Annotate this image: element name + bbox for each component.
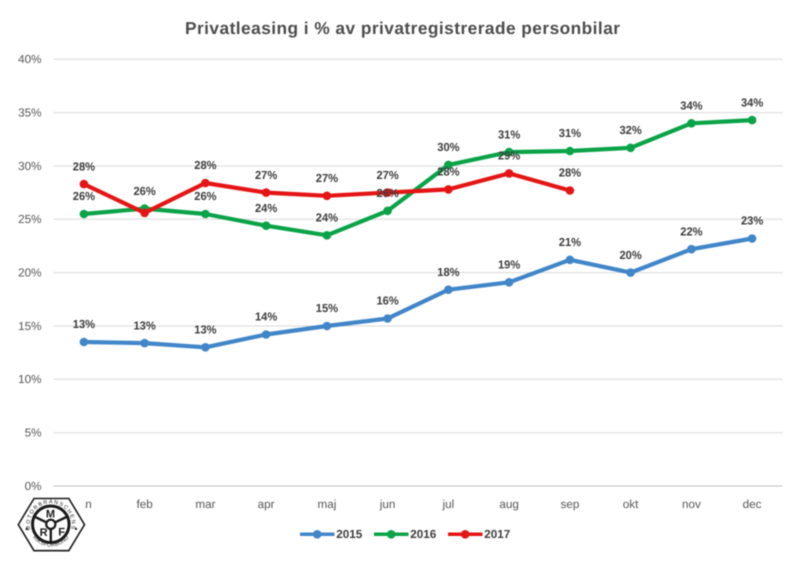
svg-text:25%: 25% — [18, 213, 41, 226]
svg-text:28%: 28% — [559, 167, 582, 180]
svg-text:2016: 2016 — [410, 528, 437, 541]
svg-text:32%: 32% — [619, 124, 642, 137]
svg-text:31%: 31% — [498, 128, 521, 141]
svg-text:13%: 13% — [73, 318, 96, 331]
svg-text:13%: 13% — [133, 319, 156, 332]
svg-text:0%: 0% — [25, 480, 42, 493]
svg-text:28%: 28% — [73, 160, 96, 173]
svg-text:29%: 29% — [498, 150, 521, 163]
svg-text:mar: mar — [195, 498, 215, 511]
svg-text:22%: 22% — [680, 225, 703, 238]
svg-text:28%: 28% — [437, 166, 460, 179]
svg-text:24%: 24% — [255, 202, 278, 215]
svg-text:27%: 27% — [376, 169, 399, 182]
svg-text:Privatleasing i % av privatreg: Privatleasing i % av privatregistrerade … — [185, 18, 620, 38]
svg-text:2015: 2015 — [336, 528, 363, 541]
svg-text:14%: 14% — [255, 311, 278, 324]
svg-text:aug: aug — [499, 498, 519, 511]
svg-text:13%: 13% — [194, 324, 217, 337]
svg-text:apr: apr — [258, 498, 275, 511]
svg-text:M: M — [46, 508, 55, 520]
svg-text:27%: 27% — [316, 172, 339, 185]
svg-text:2017: 2017 — [484, 528, 510, 541]
svg-text:20%: 20% — [619, 249, 642, 262]
svg-text:35%: 35% — [18, 106, 41, 119]
svg-text:R: R — [40, 527, 48, 539]
svg-text:dec: dec — [743, 498, 762, 511]
svg-text:34%: 34% — [680, 100, 703, 113]
svg-text:15%: 15% — [18, 320, 41, 333]
svg-text:sep: sep — [560, 498, 579, 511]
svg-text:19%: 19% — [498, 259, 521, 272]
svg-text:27%: 27% — [255, 169, 278, 182]
svg-text:okt: okt — [623, 498, 639, 511]
svg-text:21%: 21% — [559, 236, 582, 249]
svg-text:26%: 26% — [194, 190, 217, 203]
svg-text:26%: 26% — [73, 190, 96, 203]
svg-text:jun: jun — [379, 498, 396, 511]
svg-text:10%: 10% — [18, 373, 41, 386]
svg-text:feb: feb — [136, 498, 153, 511]
svg-text:F: F — [58, 527, 65, 539]
svg-text:40%: 40% — [18, 53, 41, 66]
svg-text:maj: maj — [317, 498, 336, 511]
svg-text:30%: 30% — [437, 141, 460, 154]
svg-text:15%: 15% — [316, 302, 339, 315]
svg-text:nov: nov — [682, 498, 701, 511]
svg-text:34%: 34% — [741, 96, 764, 109]
svg-text:16%: 16% — [376, 295, 399, 308]
svg-text:26%: 26% — [133, 185, 156, 198]
svg-text:20%: 20% — [18, 266, 41, 279]
svg-text:28%: 28% — [194, 159, 217, 172]
svg-text:26%: 26% — [376, 187, 399, 200]
svg-text:30%: 30% — [18, 160, 41, 173]
svg-text:18%: 18% — [437, 266, 460, 279]
svg-text:24%: 24% — [316, 212, 339, 225]
svg-text:jul: jul — [442, 498, 455, 511]
svg-text:5%: 5% — [25, 427, 42, 440]
svg-text:31%: 31% — [559, 127, 582, 140]
svg-text:23%: 23% — [741, 215, 764, 228]
